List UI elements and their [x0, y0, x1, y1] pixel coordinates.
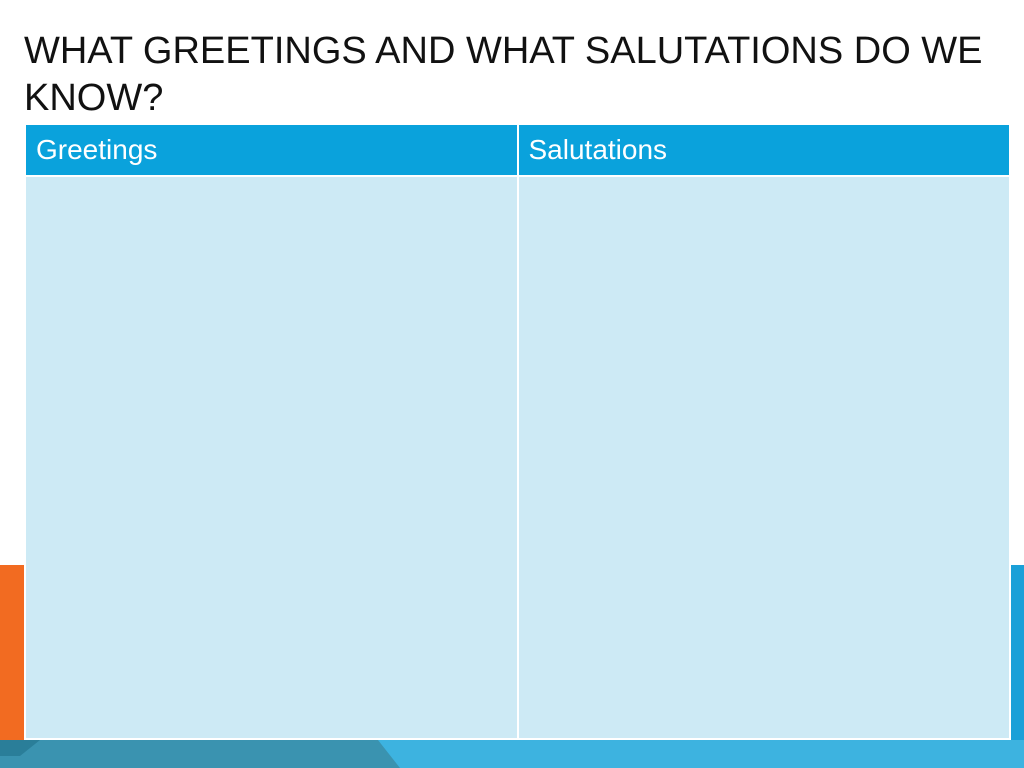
header-row: Greetings Salutations — [24, 123, 1011, 177]
slide-title: WHAT GREETINGS AND WHAT SALUTATIONS DO W… — [24, 30, 983, 119]
cell — [516, 175, 1011, 740]
column-header: Greetings — [24, 123, 519, 177]
body-row — [24, 175, 1011, 740]
table: Greetings Salutations — [24, 123, 1011, 740]
accent-bar — [0, 565, 24, 740]
cell — [24, 175, 519, 740]
column-header: Salutations — [516, 123, 1011, 177]
accent-bar — [1010, 565, 1024, 740]
